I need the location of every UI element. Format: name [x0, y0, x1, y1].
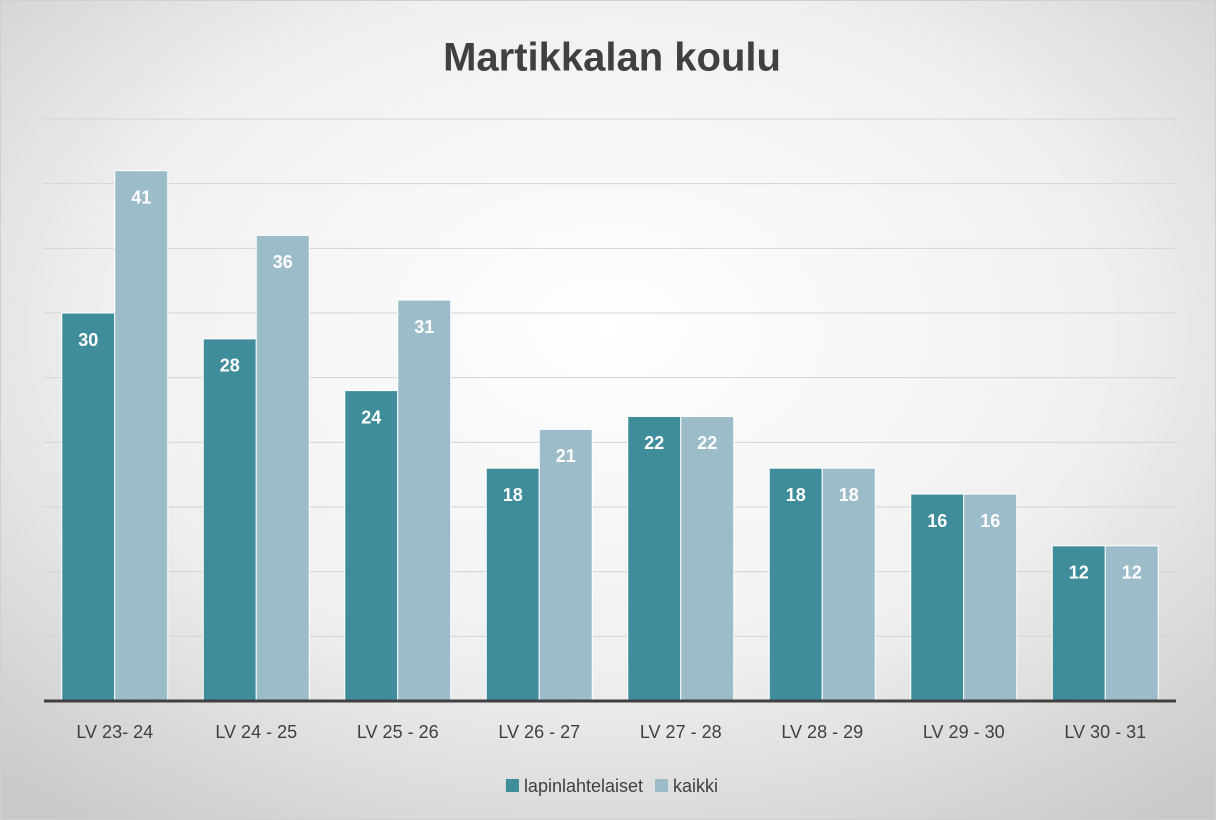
data-label: 18 [786, 485, 806, 505]
data-label: 18 [839, 485, 859, 505]
bar [768, 467, 823, 702]
bar [1104, 545, 1159, 702]
data-label: 12 [1069, 563, 1089, 583]
x-tick-label: LV 27 - 28 [640, 722, 722, 742]
chart-title: Martikkalan koulu [443, 36, 781, 80]
data-label: 16 [980, 511, 1000, 531]
x-tick-label: LV 30 - 31 [1064, 722, 1146, 742]
legend-label: lapinlahtelaiset [524, 776, 643, 796]
bar [538, 428, 593, 702]
data-label: 21 [556, 446, 576, 466]
bar [344, 390, 399, 702]
legend-swatch [505, 779, 519, 792]
data-label: 24 [361, 407, 381, 427]
legend-swatch [655, 779, 669, 792]
bar [114, 170, 169, 702]
x-tick-label: LV 26 - 27 [498, 722, 580, 742]
data-label: 22 [644, 433, 664, 453]
bar [255, 234, 310, 702]
bar [627, 415, 682, 702]
data-label: 31 [414, 317, 434, 337]
data-label: 12 [1122, 563, 1142, 583]
bar [910, 493, 965, 702]
x-tick-label: LV 28 - 29 [781, 722, 863, 742]
bar [397, 299, 452, 702]
data-label: 22 [697, 433, 717, 453]
bar [61, 312, 116, 702]
bar [202, 338, 257, 702]
data-label: 30 [78, 330, 98, 350]
data-label: 36 [273, 252, 293, 272]
x-tick-label: LV 24 - 25 [215, 722, 297, 742]
data-label: 16 [927, 511, 947, 531]
bar [963, 493, 1018, 702]
x-tick-label: LV 23- 24 [76, 722, 153, 742]
legend-label: kaikki [673, 776, 718, 796]
data-label: 18 [503, 485, 523, 505]
data-label: 28 [220, 356, 240, 376]
data-label: 41 [131, 187, 151, 207]
x-tick-label: LV 25 - 26 [357, 722, 439, 742]
bar [1051, 545, 1106, 702]
x-tick-label: LV 29 - 30 [923, 722, 1005, 742]
bar [680, 415, 735, 702]
